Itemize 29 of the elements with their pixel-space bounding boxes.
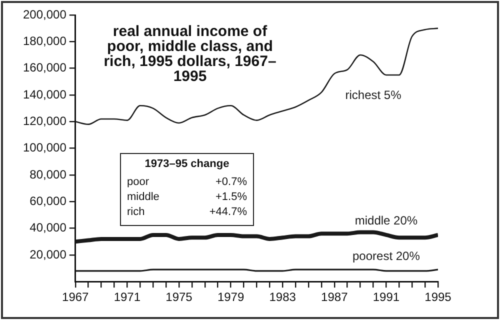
x-tick-label: 1987 (321, 290, 348, 304)
x-tick-label: 1971 (114, 290, 141, 304)
y-tick-label: 200,000 (22, 7, 67, 22)
annotation: +1.5% (216, 191, 247, 203)
y-tick-label: 40,000 (30, 220, 67, 235)
y-tick-label: 160,000 (22, 60, 67, 75)
y-tick-label: 120,000 (22, 114, 67, 128)
annotation: middle (127, 191, 160, 203)
annotation: poor (127, 176, 150, 188)
series-label: middle 20% (354, 213, 418, 228)
x-tick-label: 1983 (269, 290, 296, 304)
annotation: +44.7% (209, 206, 247, 218)
annotation: rich (127, 206, 145, 218)
x-tick-label: 1975 (166, 290, 193, 304)
x-tick-label: 1991 (372, 290, 400, 304)
series-label: richest 5% (345, 88, 402, 102)
y-tick-label: 100,000 (22, 140, 67, 155)
x-tick-label: 1995 (424, 290, 452, 304)
y-tick-label: 140,000 (22, 87, 67, 102)
text: real annual income of poor, middle class, and rich, 1995 dollars, 1967–1995 (102, 23, 278, 85)
y-tick-label: 80,000 (30, 167, 67, 182)
x-tick-label: 1979 (217, 290, 244, 304)
y-tick-label: 20,000 (30, 247, 67, 262)
y-tick-label: 180,000 (22, 34, 67, 48)
annotation: 1973–95 change (144, 158, 230, 170)
series-label: poorest 20% (352, 249, 420, 264)
annotation: +0.7% (216, 176, 247, 188)
y-tick-label: 60,000 (30, 194, 67, 208)
x-tick-label: 1967 (62, 290, 90, 304)
